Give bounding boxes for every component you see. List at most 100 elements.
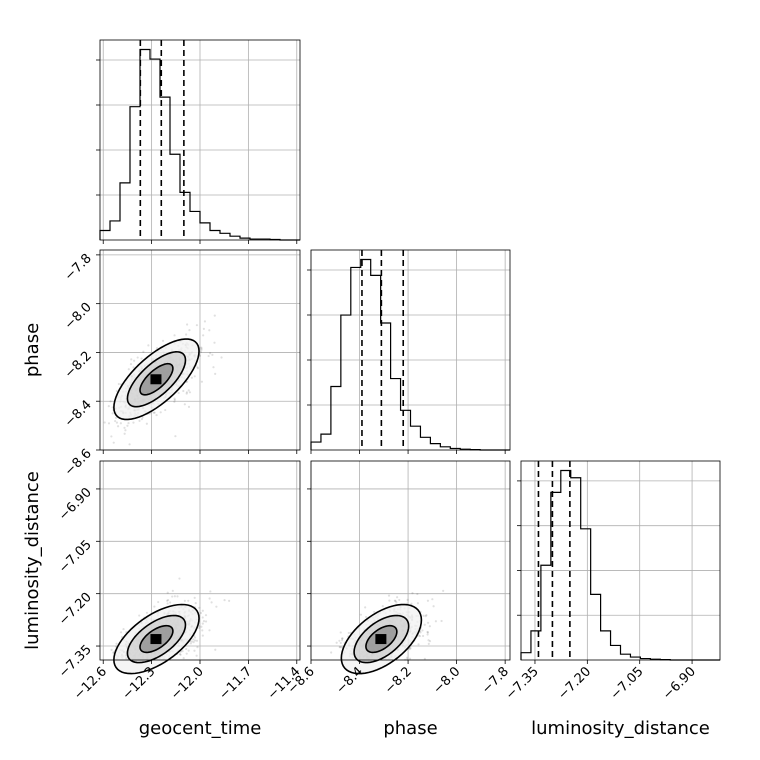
- x-tick-label: −12.0: [168, 664, 207, 703]
- scatter-point: [201, 634, 204, 637]
- scatter-point: [171, 589, 174, 592]
- scatter-point: [411, 592, 414, 595]
- scatter-point: [190, 376, 194, 379]
- scatter-point: [201, 622, 204, 625]
- scatter-point: [338, 646, 341, 649]
- scatter-point: [178, 653, 182, 656]
- scatter-point: [201, 629, 204, 632]
- scatter-point: [132, 366, 135, 369]
- y-tick-label: −7.05: [56, 538, 95, 577]
- scatter-point: [417, 643, 420, 646]
- scatter-point: [421, 629, 424, 632]
- scatter-point: [341, 637, 344, 640]
- scatter-point: [182, 389, 185, 393]
- scatter-point: [109, 400, 112, 403]
- scatter-point: [396, 596, 399, 599]
- scatter-point: [416, 592, 419, 596]
- x-axis-label-geocent_time: geocent_time: [139, 718, 262, 739]
- scatter-point: [153, 605, 156, 608]
- scatter-point: [142, 350, 145, 353]
- scatter-point: [193, 649, 196, 652]
- y-tick-label: −8.6: [62, 446, 95, 479]
- x-tick-label: −7.05: [608, 664, 647, 703]
- y-tick-label: −6.90: [56, 485, 95, 524]
- x-tick-label: −7.35: [503, 664, 542, 703]
- density-peak: [150, 374, 162, 385]
- scatter-point: [442, 589, 445, 592]
- scatter-point: [185, 392, 188, 395]
- scatter-point: [173, 334, 176, 337]
- scatter-point: [408, 647, 411, 651]
- scatter-point: [427, 642, 430, 645]
- scatter-point: [417, 634, 420, 637]
- scatter-point: [359, 613, 363, 616]
- scatter-point: [422, 614, 425, 617]
- scatter-point: [340, 646, 344, 649]
- scatter-point: [130, 358, 133, 361]
- scatter-point: [115, 642, 118, 645]
- scatter-point: [421, 634, 425, 638]
- y-axis-label-phase: phase: [22, 323, 43, 377]
- scatter-point: [213, 314, 216, 317]
- scatter-point: [196, 367, 200, 370]
- scatter-point: [107, 404, 110, 408]
- scatter-point: [419, 631, 422, 634]
- scatter-point: [185, 333, 188, 336]
- scatter-point: [110, 435, 113, 438]
- y-tick-label: −8.2: [62, 349, 95, 382]
- scatter-point: [347, 631, 350, 635]
- x-tick-label: −7.20: [555, 664, 594, 703]
- x-tick-label: −8.0: [431, 664, 464, 697]
- scatter-point: [140, 357, 143, 360]
- scatter-point: [193, 375, 196, 378]
- scatter-point: [152, 411, 155, 414]
- y-tick-label: −7.20: [56, 590, 95, 629]
- scatter-point: [220, 356, 223, 359]
- scatter-point: [228, 599, 231, 602]
- scatter-point: [213, 341, 216, 344]
- scatter-point: [140, 418, 143, 421]
- scatter-point: [192, 641, 195, 644]
- scatter-point: [200, 380, 204, 383]
- scatter-point: [198, 606, 201, 609]
- scatter-point: [188, 391, 192, 394]
- scatter-point: [428, 625, 431, 628]
- scatter-point: [119, 422, 122, 425]
- scatter-point: [147, 344, 150, 347]
- scatter-point: [388, 599, 391, 602]
- scatter-point: [199, 350, 203, 354]
- scatter-point: [112, 651, 115, 654]
- scatter-point: [185, 647, 188, 651]
- scatter-point: [432, 605, 435, 608]
- scatter-point: [189, 642, 192, 645]
- scatter-point: [179, 653, 182, 656]
- scatter-point: [423, 623, 426, 626]
- scatter-point: [405, 656, 409, 659]
- scatter-point: [117, 382, 120, 386]
- scatter-point: [195, 324, 199, 327]
- scatter-point: [198, 626, 201, 629]
- scatter-point: [431, 598, 434, 601]
- scatter-point: [185, 380, 189, 383]
- scatter-point: [423, 657, 426, 660]
- scatter-point: [136, 356, 139, 359]
- y-tick-label: −8.0: [62, 300, 95, 333]
- scatter-point: [194, 636, 197, 639]
- scatter-point: [110, 648, 113, 652]
- scatter-point: [171, 595, 174, 598]
- scatter-point: [201, 616, 204, 619]
- scatter-point: [192, 638, 195, 641]
- scatter-point: [202, 334, 205, 337]
- scatter-point: [214, 372, 217, 375]
- scatter-point: [202, 327, 205, 330]
- histogram-phase: [310, 258, 510, 451]
- scatter-point: [426, 599, 430, 602]
- scatter-point: [181, 650, 184, 653]
- scatter-point: [341, 637, 344, 640]
- scatter-point: [339, 631, 342, 634]
- scatter-point: [426, 621, 430, 624]
- scatter-point: [133, 359, 136, 362]
- x-axis-label-phase: phase: [383, 718, 437, 739]
- scatter-point: [425, 613, 428, 617]
- scatter-point: [122, 628, 125, 631]
